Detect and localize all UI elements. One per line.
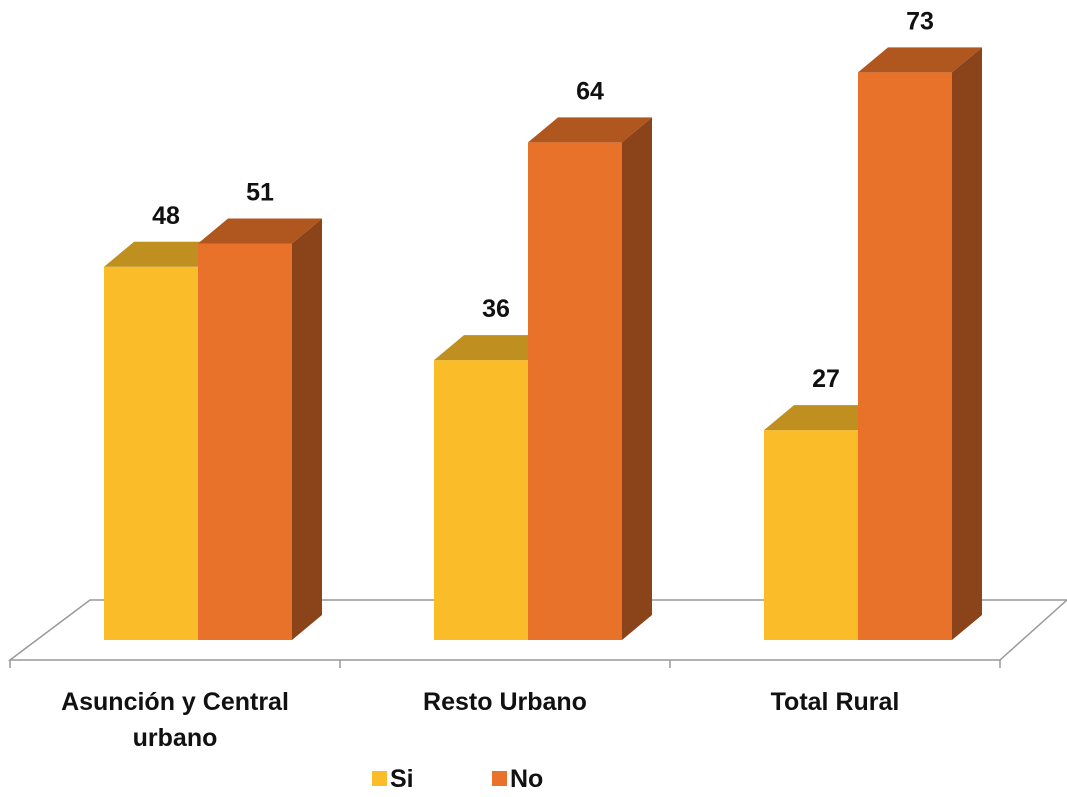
bar-side [952,47,982,641]
bar-side [622,117,652,640]
bar-front [434,360,528,640]
data-label: 48 [152,202,180,230]
legend-label: No [510,765,543,793]
bar [198,218,322,640]
bar-top [764,405,888,431]
bar [858,47,982,641]
data-label: 73 [906,7,934,35]
legend-swatch [372,771,387,786]
legend-swatch [492,771,507,786]
bar-top [434,335,558,361]
legend-label: Si [390,765,414,793]
bar-top [198,218,322,244]
x-tick-label: Total Rural [770,688,900,716]
bar-front [858,72,952,641]
bar-top [858,47,982,73]
data-label: 64 [576,77,604,105]
bar-front [764,430,858,640]
x-tick-label: Asunción y Central urbano [61,688,289,752]
bar-front [198,243,292,640]
bar-top [528,117,652,143]
bar-front [528,142,622,640]
data-label: 27 [812,365,840,393]
bar [528,117,652,640]
bar-top [104,241,228,267]
data-label: 36 [482,295,510,323]
x-tick-label: Resto Urbano [423,688,587,716]
bar-front [104,266,198,640]
data-label: 51 [246,178,274,206]
bar-side [292,218,322,640]
